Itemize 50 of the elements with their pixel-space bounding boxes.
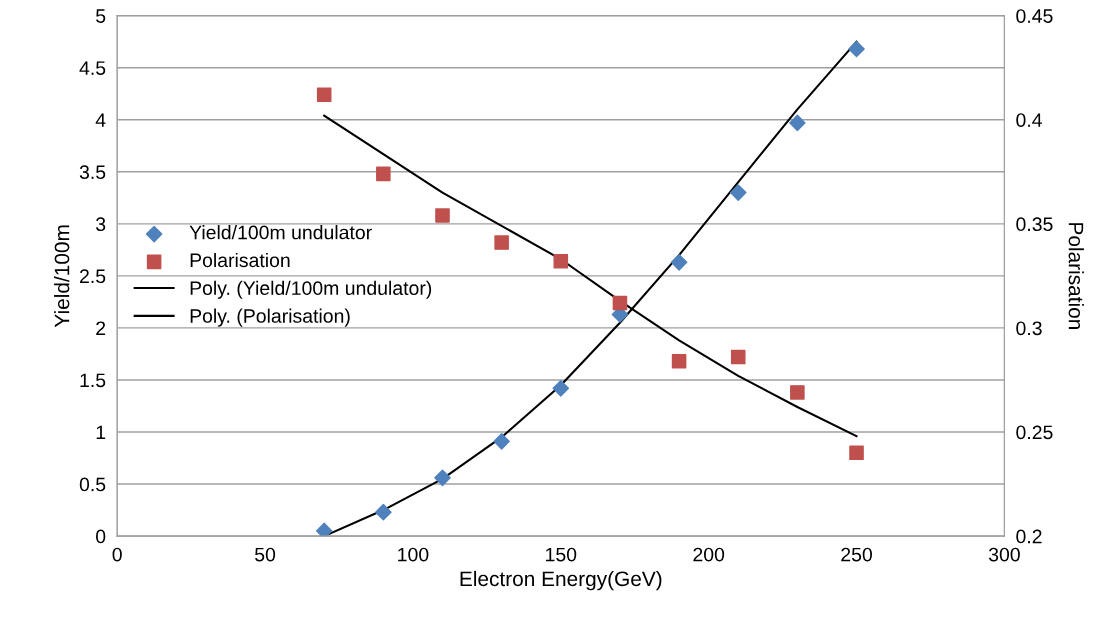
legend-label: Polarisation [190, 252, 290, 268]
x-tick-label: 200 [693, 547, 725, 562]
point [670, 254, 688, 271]
point [849, 445, 864, 461]
point [729, 184, 747, 201]
point [671, 353, 687, 369]
point [789, 114, 806, 132]
legend-label: Poly. (Polarisation) [190, 308, 350, 327]
legend-label: Yield/100m undulator [189, 225, 372, 240]
y-tick-label: 2 [96, 321, 106, 335]
point [493, 433, 510, 450]
x-tick-label: 250 [841, 547, 872, 562]
y-axis-title: Yield/100m [54, 225, 70, 328]
point [790, 385, 805, 400]
x-tick-label: 300 [988, 547, 1020, 562]
y-tick-label: 0.5 [79, 477, 106, 492]
point [730, 349, 746, 365]
y2-tick-label: 0.45 [1016, 9, 1053, 23]
y2-tick-label: 0.25 [1016, 425, 1053, 440]
y-tick-label: 1 [96, 425, 106, 440]
legend-label: Poly. (Yield/100m undulator) [190, 280, 432, 299]
point [434, 469, 451, 487]
x-tick-label: 50 [255, 547, 276, 562]
point [375, 503, 392, 521]
y-tick-label: 1.5 [80, 373, 106, 388]
point [376, 166, 391, 182]
y-tick-label: 0 [96, 529, 106, 544]
y-tick-label: 5 [96, 9, 106, 23]
y-tick-label: 4.5 [79, 61, 106, 75]
y-tick-label: 2.5 [80, 269, 106, 284]
y-tick-label: 4 [95, 113, 106, 127]
y-tick-label: 3.5 [79, 165, 106, 180]
y-tick-label: 3 [96, 217, 106, 232]
x-tick-label: 150 [546, 547, 577, 562]
point [552, 379, 570, 397]
y2-tick-label: 0.2 [1016, 529, 1042, 544]
point [435, 208, 450, 223]
x-tick-label: 100 [398, 547, 429, 562]
point [494, 235, 509, 250]
x-tick-label: 0 [112, 547, 122, 562]
y2-tick-label: 0.4 [1016, 113, 1042, 127]
point [612, 295, 628, 311]
y2-tick-label: 0.35 [1016, 217, 1053, 232]
point [553, 254, 569, 269]
y2-tick-label: 0.3 [1016, 321, 1042, 336]
point [316, 87, 332, 103]
point [848, 40, 865, 58]
y2-axis-title: Polarisation [1068, 223, 1084, 329]
x-axis-title: Electron Energy(GeV) [460, 570, 662, 591]
point [315, 522, 333, 537]
